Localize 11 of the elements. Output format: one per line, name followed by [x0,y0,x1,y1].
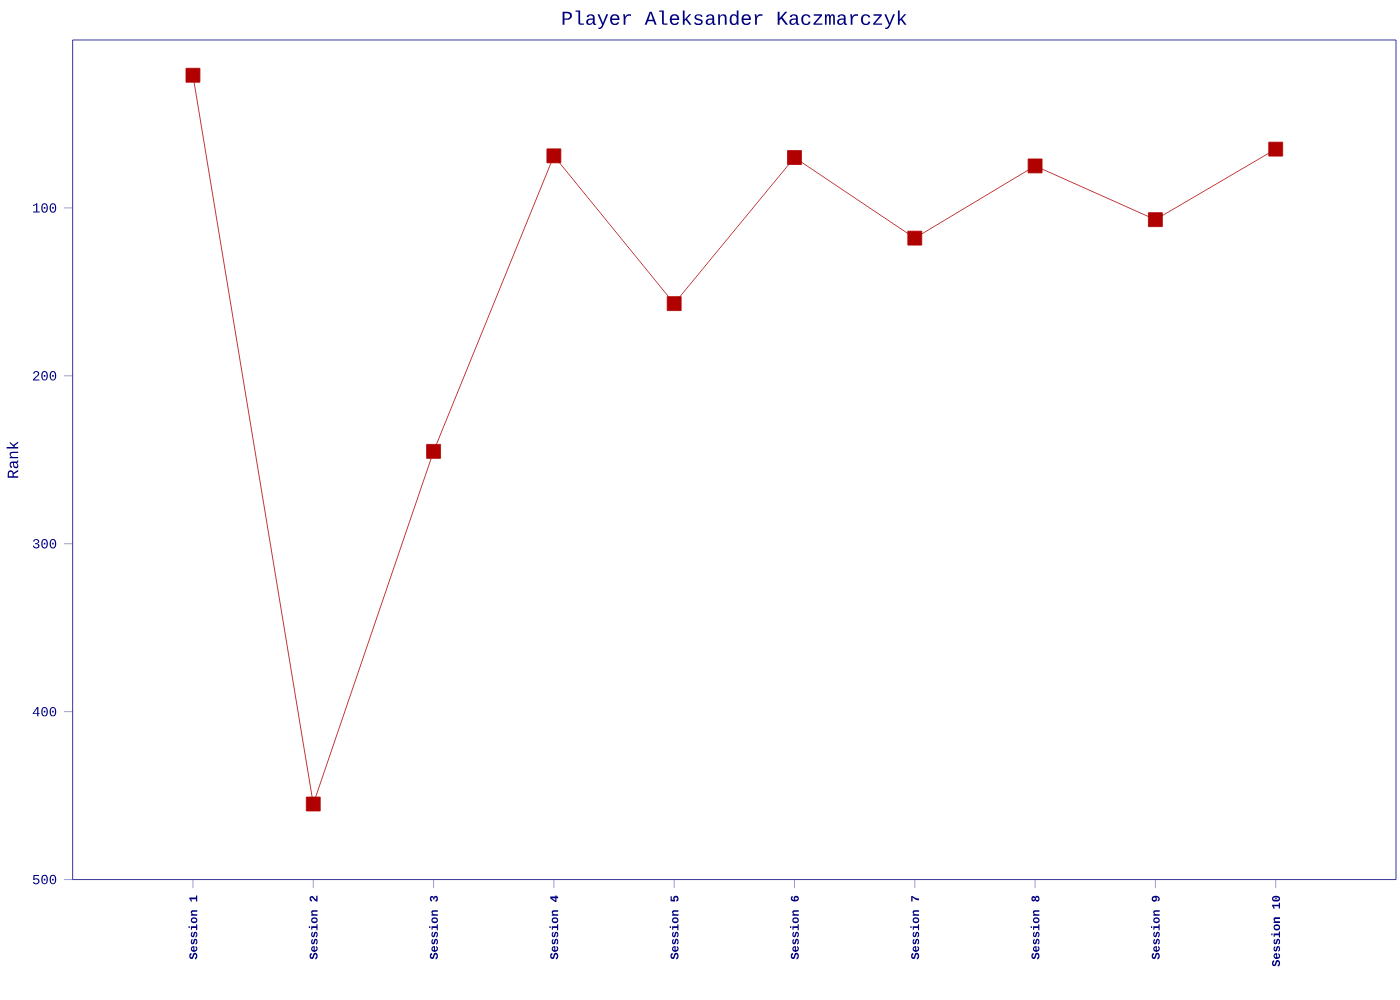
chart-title: Player Aleksander Kaczmarczyk [562,10,907,30]
point [546,148,562,164]
point [185,68,201,83]
point [907,231,923,246]
point [426,444,441,460]
point [1027,158,1043,174]
point [1148,212,1163,228]
point [1268,142,1284,157]
point [666,296,682,312]
point [305,796,321,812]
point [787,150,802,166]
